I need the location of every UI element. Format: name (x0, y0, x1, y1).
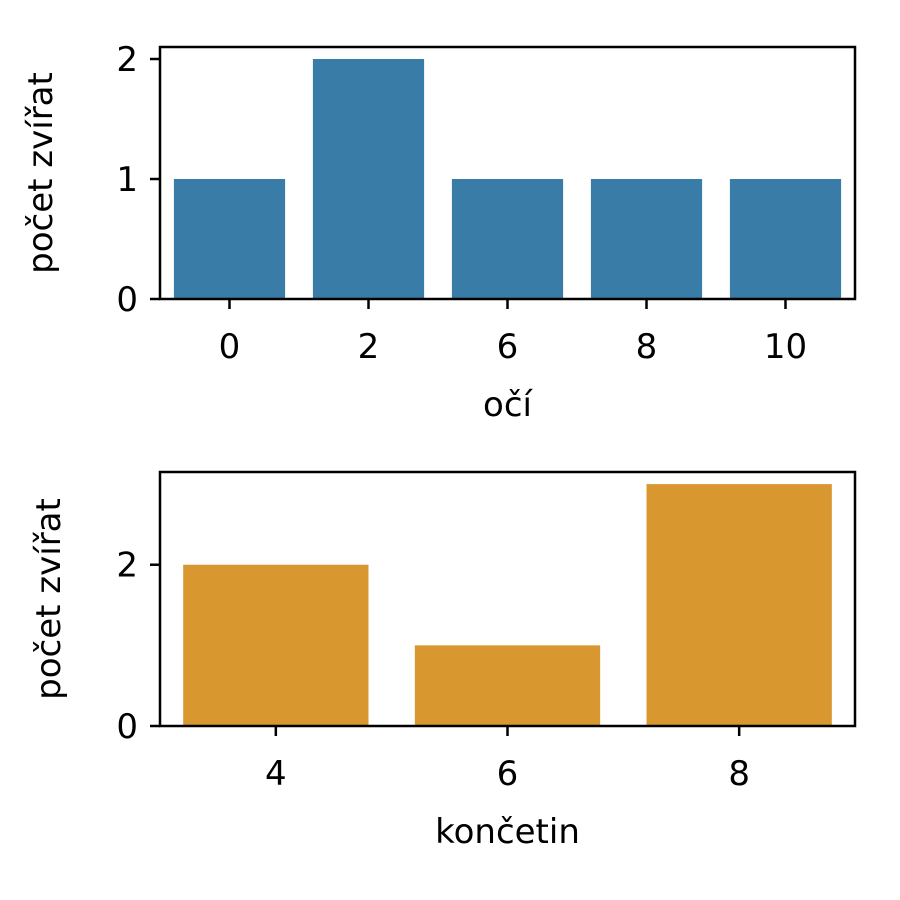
y-axis-label: počet zvířat (29, 498, 69, 700)
x-tick-label: 6 (497, 327, 519, 367)
x-axis-label: končetin (435, 812, 580, 852)
bar-4 (183, 564, 369, 726)
x-tick-label: 2 (358, 327, 380, 367)
bar-0 (173, 179, 286, 299)
x-tick-label: 6 (497, 754, 519, 794)
y-tick-label: 2 (116, 40, 138, 80)
y-tick-label: 0 (116, 280, 138, 320)
bar-10 (729, 179, 842, 299)
bar-8 (646, 484, 832, 726)
x-tick-label: 8 (728, 754, 750, 794)
y-axis-label: počet zvířat (21, 72, 61, 274)
x-tick-label: 8 (636, 327, 658, 367)
chart-panel-eyes: 0 2 6 8 10 0 1 2 očí počet zvířat (21, 40, 857, 425)
x-tick-label: 4 (265, 754, 287, 794)
x-tick-label: 0 (219, 327, 241, 367)
y-tick-label: 0 (116, 707, 138, 747)
x-tick-label: 10 (764, 327, 807, 367)
bar-2 (312, 59, 425, 299)
x-axis-label: očí (483, 385, 533, 425)
y-tick-label: 2 (116, 546, 138, 586)
bar-6 (414, 645, 601, 726)
chart-panel-limbs: 4 6 8 0 2 končetin počet zvířat (29, 470, 857, 852)
bar-8 (590, 179, 703, 299)
bar-6 (451, 179, 564, 299)
y-tick-label: 1 (116, 160, 138, 200)
